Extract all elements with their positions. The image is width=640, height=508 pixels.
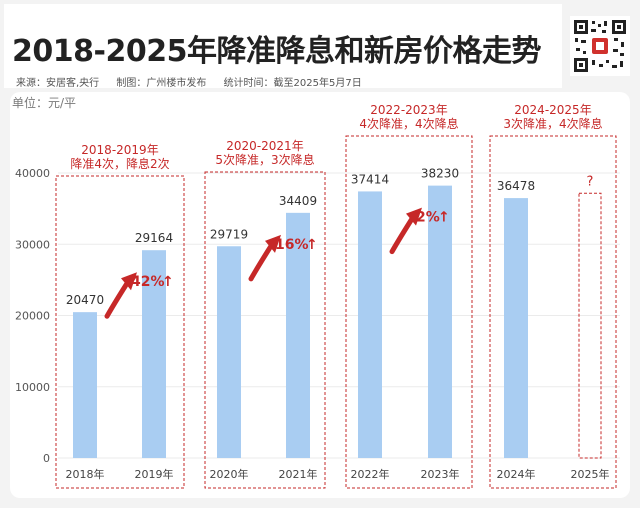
unknown-bar-outline: [578, 192, 602, 459]
growth-arrow: [104, 277, 132, 319]
growth-arrowhead: [265, 234, 281, 253]
group-period-label: 2018-2019年: [81, 143, 158, 157]
y-tick-label: 40000: [15, 167, 50, 180]
bar: [504, 198, 528, 459]
growth-up-arrow-icon: ↑: [306, 237, 318, 253]
group-period-label: 2020-2021年: [226, 139, 303, 153]
x-tick-label: 2022年: [351, 467, 390, 481]
growth-up-arrow-icon: ↑: [438, 210, 450, 226]
growth-arrow: [389, 213, 417, 255]
y-tick-label: 10000: [15, 381, 50, 394]
x-tick-label: 2025年: [571, 467, 610, 481]
bar-value-label: 38230: [421, 167, 459, 181]
growth-arrow: [248, 240, 276, 282]
bar: [358, 191, 382, 459]
x-tick-label: 2021年: [279, 467, 318, 481]
y-tick-label: 0: [43, 452, 50, 465]
group-box: [489, 135, 617, 489]
header-panel: 2018-2025年降准降息和新房价格走势 来源：安居客,央行 制图：广州楼市发…: [4, 4, 562, 89]
bar-value-label: 36478: [497, 179, 535, 193]
qr-code-icon[interactable]: [570, 16, 630, 76]
x-tick-label: 2020年: [210, 467, 249, 481]
source-text: 来源：安居客,央行: [16, 78, 100, 89]
group-policy-label: 4次降准，4次降息: [359, 116, 458, 131]
growth-change-label: 16%: [275, 237, 309, 253]
growth-change-label: 2%: [416, 210, 440, 226]
x-tick-label: 2024年: [497, 467, 536, 481]
y-axis-unit-label: 单位：元/平: [12, 96, 77, 110]
group-box: [204, 171, 326, 489]
bar-value-label: 34409: [279, 194, 317, 208]
x-tick-label: 2018年: [66, 467, 105, 481]
producer-text: 制图：广州楼市发布: [116, 78, 207, 89]
growth-arrowhead: [121, 272, 137, 291]
group-period-label: 2022-2023年: [370, 103, 447, 117]
chart-title: 2018-2025年降准降息和新房价格走势: [12, 34, 541, 69]
bar: [428, 185, 452, 458]
y-tick-label: 20000: [15, 310, 50, 323]
bar-value-label: 37414: [351, 172, 389, 186]
growth-up-arrow-icon: ↑: [162, 274, 174, 290]
group-box: [345, 135, 473, 489]
source-line: 来源：安居客,央行 制图：广州楼市发布 统计时间：截至2025年5月7日: [16, 74, 556, 89]
unknown-value-label: ?: [587, 174, 594, 189]
growth-change-label: 42%: [131, 274, 165, 290]
group-period-label: 2024-2025年: [514, 103, 591, 117]
bar: [142, 250, 166, 458]
bar-value-label: 29719: [210, 227, 248, 241]
x-tick-label: 2019年: [135, 467, 174, 481]
growth-arrowhead: [406, 207, 422, 226]
group-policy-label: 降准4次，降息2次: [70, 156, 169, 171]
bar: [73, 312, 97, 458]
y-tick-label: 30000: [15, 238, 50, 251]
bar: [286, 212, 310, 458]
bar-value-label: 20470: [66, 293, 104, 307]
stat-time-text: 统计时间：截至2025年5月7日: [223, 78, 362, 89]
bar: [217, 246, 241, 458]
group-policy-label: 3次降准，4次降息: [503, 116, 602, 131]
qr-code-graphic: [572, 18, 628, 74]
x-tick-label: 2023年: [421, 467, 460, 481]
group-policy-label: 5次降准，3次降息: [215, 152, 314, 167]
bar-value-label: 29164: [135, 231, 173, 245]
